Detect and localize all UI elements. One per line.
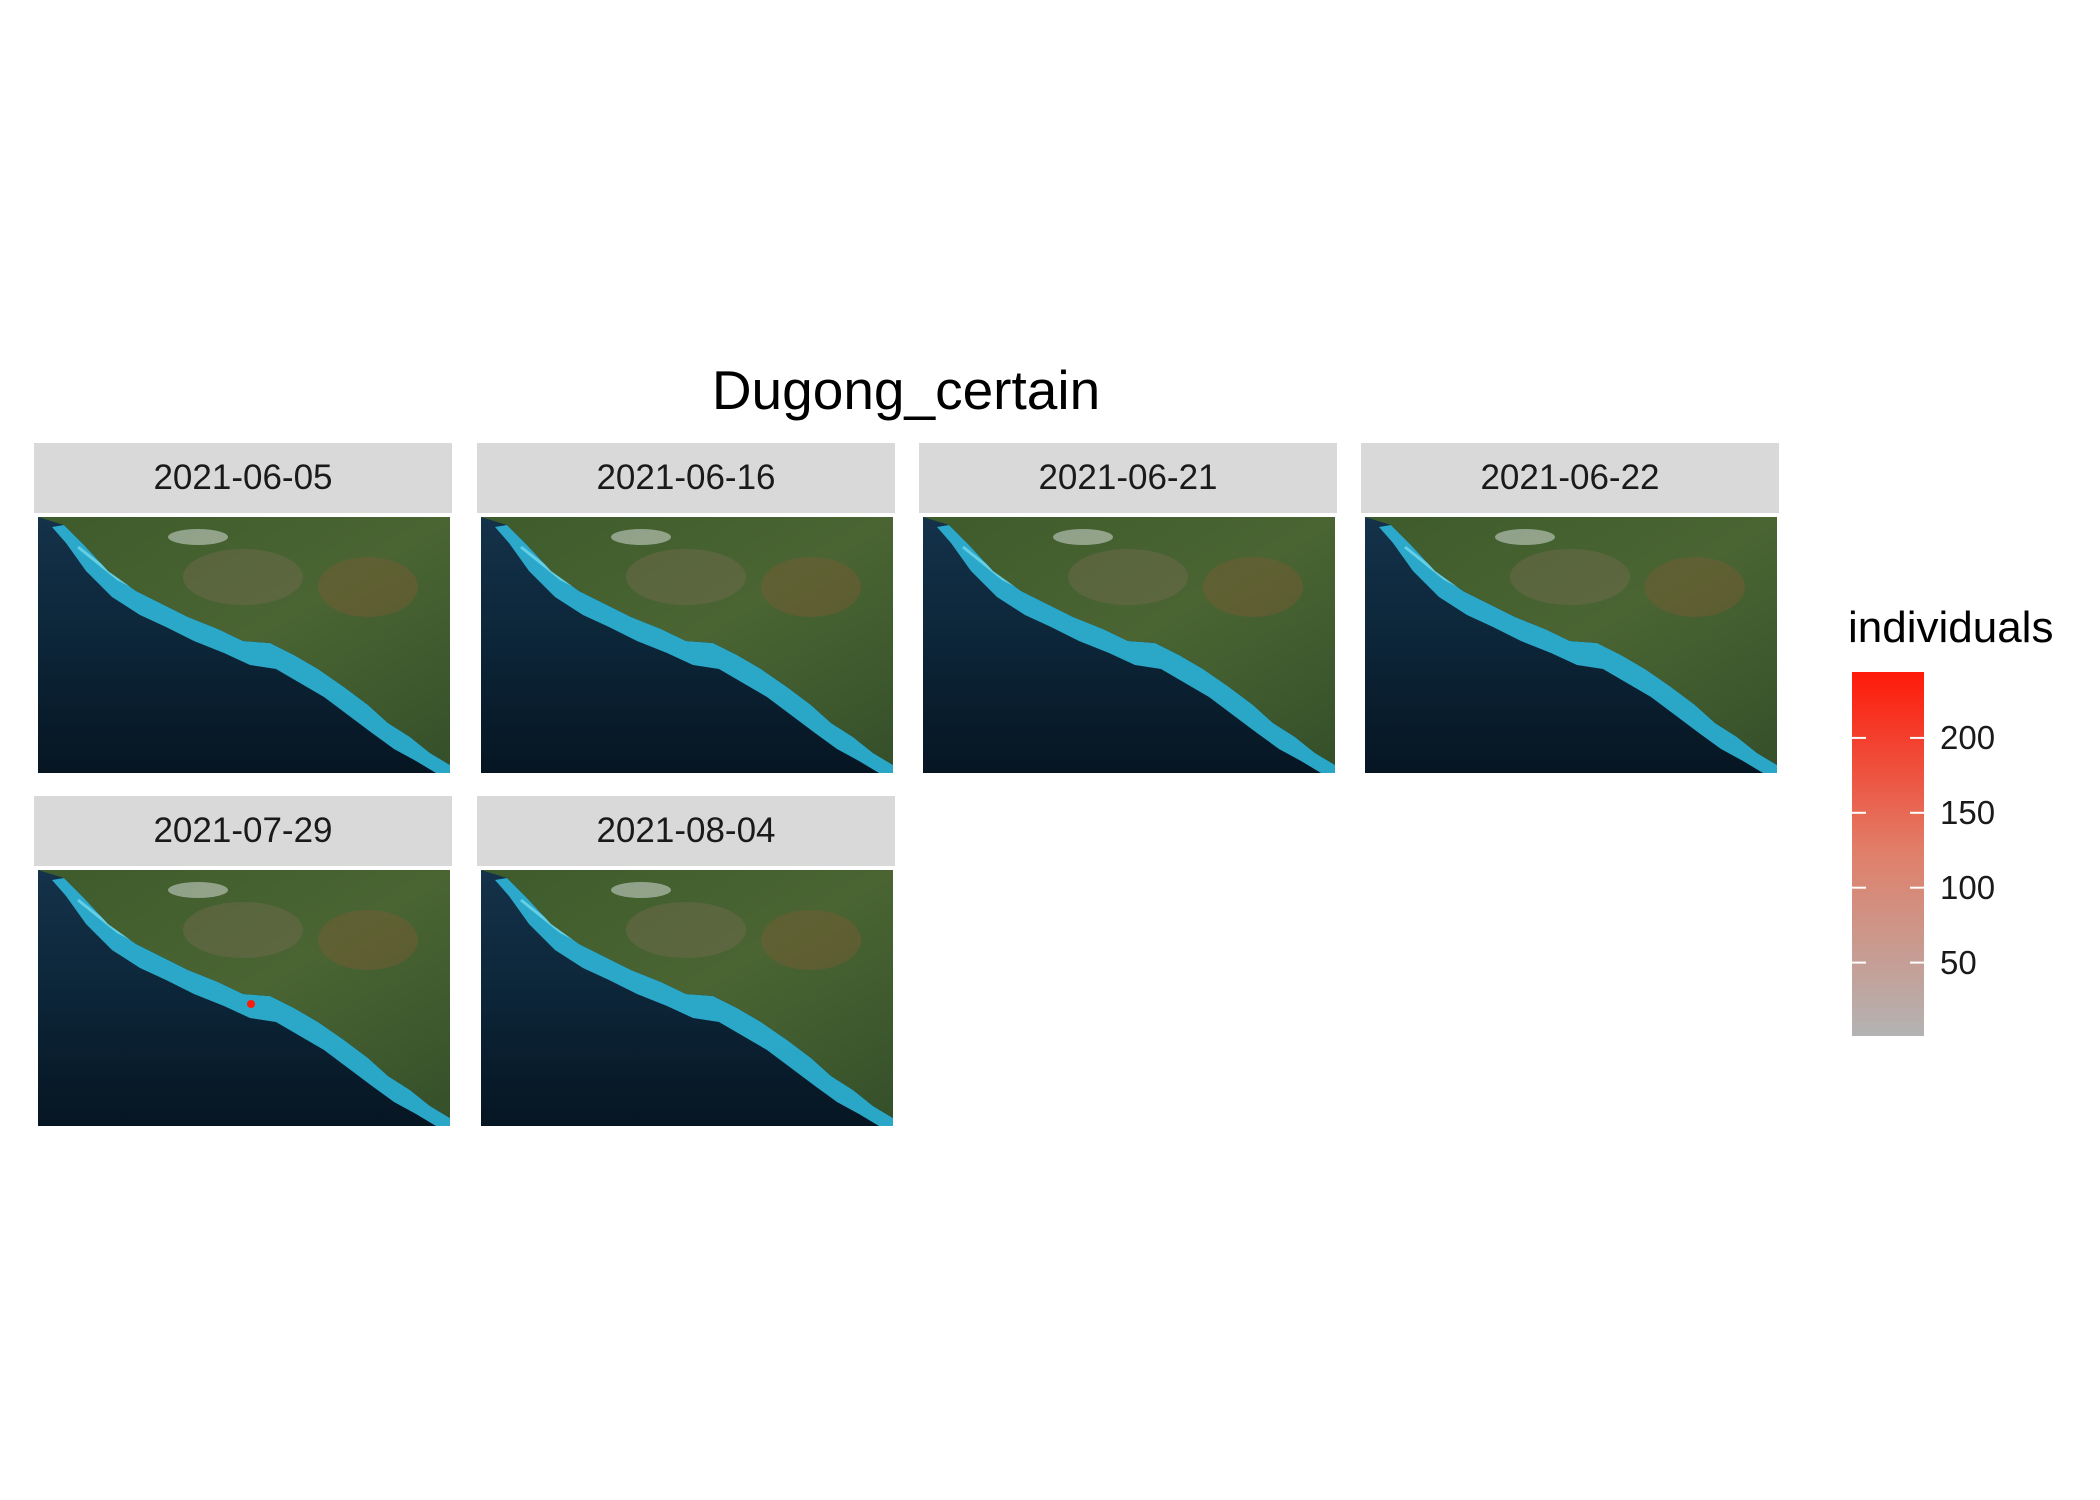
facet-panel: 2021-06-21: [919, 443, 1337, 777]
satellite-map-panel: [34, 515, 452, 777]
satellite-map-panel: [477, 515, 895, 777]
reef-lagoon: [495, 878, 893, 1126]
plain-area: [1068, 549, 1188, 605]
basemap-svg: [38, 870, 450, 1126]
facet-strip-label: 2021-06-22: [1361, 443, 1779, 513]
cloud-patch: [1495, 529, 1555, 545]
basemap-svg: [38, 517, 450, 773]
plot-title: Dugong_certain: [711, 359, 1101, 421]
legend-tick-label: 200: [1940, 718, 1996, 756]
cloud-patch: [168, 882, 228, 898]
land-area: [481, 517, 893, 765]
facet-strip-label: 2021-06-05: [34, 443, 452, 513]
plain-area: [626, 549, 746, 605]
satellite-map-panel: [919, 515, 1337, 777]
plain-area: [183, 549, 303, 605]
color-legend: individuals 200 150 100 50: [1848, 600, 2088, 1060]
land-area: [481, 870, 893, 1118]
plain-area: [626, 902, 746, 958]
legend-tick-label: 50: [1940, 943, 1977, 981]
facet-strip-label: 2021-06-16: [477, 443, 895, 513]
cloud-patch: [1053, 529, 1113, 545]
hill-area: [761, 557, 861, 617]
land-area: [923, 517, 1335, 765]
legend-tick-label: 100: [1940, 868, 1996, 906]
legend-gradient: [1852, 672, 1924, 1036]
basemap-svg: [481, 517, 893, 773]
cloud-patch: [611, 529, 671, 545]
facet-strip-label: 2021-08-04: [477, 796, 895, 866]
plain-area: [1510, 549, 1630, 605]
plain-area: [183, 902, 303, 958]
reef-lagoon: [52, 525, 450, 773]
satellite-map-panel: [1361, 515, 1779, 777]
land-area: [38, 870, 450, 1118]
observation-point: [247, 1000, 255, 1008]
legend-colorbar: [1852, 672, 1924, 1036]
facet-panel: 2021-06-05: [34, 443, 452, 777]
reef-lagoon: [495, 525, 893, 773]
facet-strip-label: 2021-07-29: [34, 796, 452, 866]
reef-lagoon: [1379, 525, 1777, 773]
facet-panel: 2021-06-22: [1361, 443, 1779, 777]
hill-area: [318, 910, 418, 970]
reef-lagoon: [937, 525, 1335, 773]
hill-area: [318, 557, 418, 617]
land-area: [38, 517, 450, 765]
facet-panel: 2021-07-29: [34, 796, 452, 1130]
satellite-map-panel: [34, 868, 452, 1130]
basemap-svg: [923, 517, 1335, 773]
land-area: [1365, 517, 1777, 765]
cloud-patch: [168, 529, 228, 545]
legend-title: individuals: [1848, 603, 2054, 652]
basemap-svg: [1365, 517, 1777, 773]
satellite-map-panel: [477, 868, 895, 1130]
cloud-patch: [611, 882, 671, 898]
legend-tick-label: 150: [1940, 793, 1996, 831]
hill-area: [1203, 557, 1303, 617]
facet-strip-label: 2021-06-21: [919, 443, 1337, 513]
legend-labels: 200 150 100 50: [1940, 672, 2080, 1036]
hill-area: [1645, 557, 1745, 617]
hill-area: [761, 910, 861, 970]
facet-panel: 2021-08-04: [477, 796, 895, 1130]
facet-panel: 2021-06-16: [477, 443, 895, 777]
basemap-svg: [481, 870, 893, 1126]
